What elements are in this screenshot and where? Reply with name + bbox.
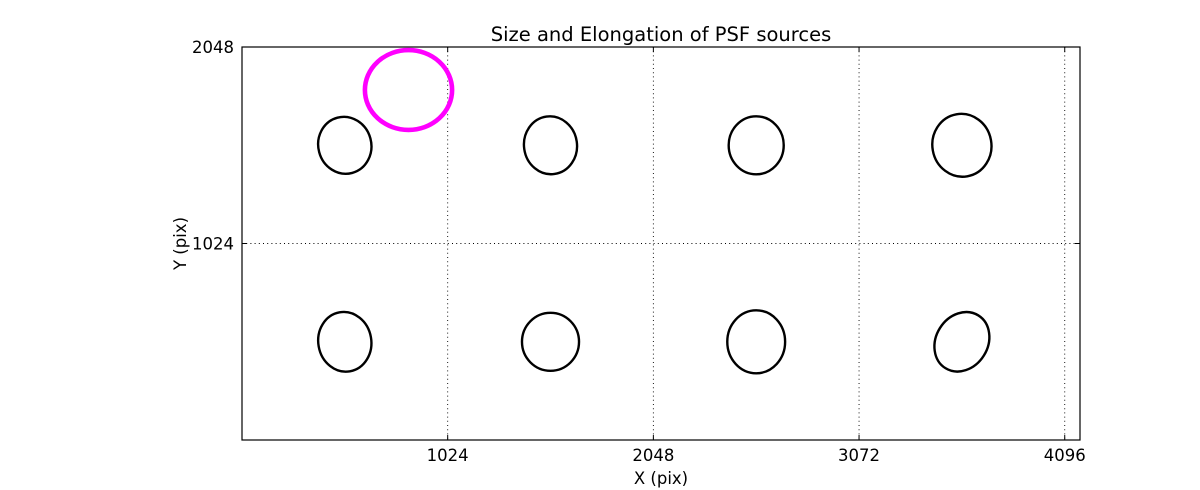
y-tick-label: 2048 — [192, 38, 234, 57]
plot-border — [241, 46, 1081, 441]
x-tick-label: 3072 — [838, 446, 880, 465]
psf-ellipse — [727, 115, 785, 176]
psf-ellipse — [931, 112, 993, 178]
psf-ellipse — [316, 310, 373, 373]
chart-title: Size and Elongation of PSF sources — [491, 23, 831, 46]
x-tick-label: 2048 — [632, 446, 674, 465]
psf-ellipse-highlighted — [362, 47, 455, 133]
psf-ellipse — [522, 115, 579, 176]
x-tick-label: 4096 — [1044, 446, 1086, 465]
y-axis-label: Y (pix) — [171, 217, 190, 271]
psf-ellipse — [316, 115, 373, 175]
psf-ellipse — [726, 309, 787, 375]
y-tick-label: 1024 — [192, 235, 234, 254]
psf-ellipse — [933, 310, 991, 373]
psf-ellipse — [520, 311, 581, 372]
x-tick-label: 1024 — [427, 446, 469, 465]
x-axis-label: X (pix) — [634, 469, 688, 488]
plot-generated-layer: 1024 2048 3072 4096 1024 2048 — [192, 38, 1086, 465]
